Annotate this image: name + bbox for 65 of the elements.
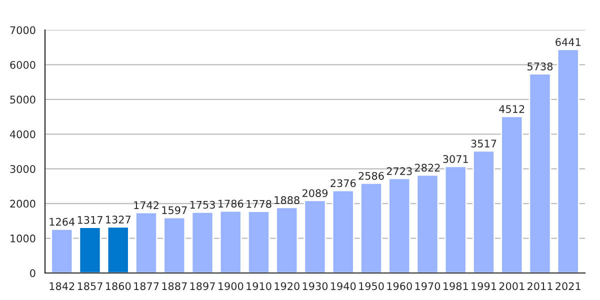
data-label: 1264 <box>50 218 75 226</box>
data-label: 1888 <box>274 196 300 204</box>
y-tick-label: 4000 <box>10 130 36 138</box>
bar <box>276 206 298 273</box>
bar <box>556 48 580 273</box>
x-tick-label: 1887 <box>162 282 187 290</box>
bar <box>248 210 270 273</box>
data-label: 1742 <box>134 201 158 209</box>
bar <box>219 210 242 273</box>
data-label: 1597 <box>162 206 187 214</box>
bar <box>135 212 158 273</box>
bar <box>528 73 552 273</box>
x-tick-label: 1991 <box>472 282 496 290</box>
x-tick-label: 1842 <box>50 282 74 290</box>
data-label: 2822 <box>415 164 440 172</box>
data-label: 2089 <box>302 189 328 198</box>
y-tick-label: 5000 <box>10 96 36 104</box>
data-label: 2723 <box>386 167 412 176</box>
x-tick-label: 1910 <box>246 282 272 290</box>
data-label: 1317 <box>78 216 102 224</box>
bar <box>78 226 102 273</box>
y-tick-label: 0 <box>30 269 36 278</box>
x-tick-label: 1857 <box>78 282 102 290</box>
data-label: 1778 <box>246 200 272 208</box>
bar <box>106 226 130 273</box>
x-tick-label: 1930 <box>302 282 328 290</box>
x-tick-label: 1950 <box>359 282 384 290</box>
data-label: 5738 <box>528 62 553 70</box>
bar <box>444 166 467 273</box>
data-label: 2376 <box>330 179 356 188</box>
bar <box>332 190 354 273</box>
bar <box>472 150 495 273</box>
x-tick-label: 1900 <box>218 282 244 290</box>
x-tick-label: 1981 <box>444 282 468 290</box>
data-label: 2586 <box>358 172 384 180</box>
x-tick-label: 1860 <box>106 282 131 290</box>
bar <box>416 174 439 273</box>
bar <box>191 211 214 273</box>
x-tick-label: 2011 <box>528 282 552 290</box>
x-tick-label: 1940 <box>331 282 356 290</box>
x-tick-label: 1920 <box>274 282 300 290</box>
bar <box>304 200 326 273</box>
y-tick-label: 1000 <box>10 234 36 242</box>
x-tick-label: 1970 <box>415 282 440 290</box>
data-label: 3071 <box>443 155 468 163</box>
bar <box>360 182 382 273</box>
y-tick-label: 3000 <box>10 165 36 173</box>
y-tick-label: 2000 <box>10 200 36 208</box>
data-label: 3517 <box>471 140 496 148</box>
bar <box>50 228 74 273</box>
bar <box>163 216 186 273</box>
data-label: 4512 <box>499 105 524 113</box>
data-label: 1786 <box>218 200 244 208</box>
x-tick-label: 2001 <box>499 282 524 290</box>
x-tick-label: 1960 <box>387 282 412 290</box>
x-tick-label: 1897 <box>190 282 215 290</box>
data-label: 1753 <box>190 200 215 209</box>
x-tick-label: 1877 <box>134 282 159 290</box>
y-tick-label: 6000 <box>10 60 36 69</box>
bar <box>500 116 524 273</box>
data-label: 6441 <box>556 38 580 46</box>
x-tick-label: 2021 <box>556 282 580 290</box>
y-tick-label: 7000 <box>10 26 36 34</box>
data-label: 1327 <box>106 216 130 224</box>
bar <box>388 178 411 273</box>
